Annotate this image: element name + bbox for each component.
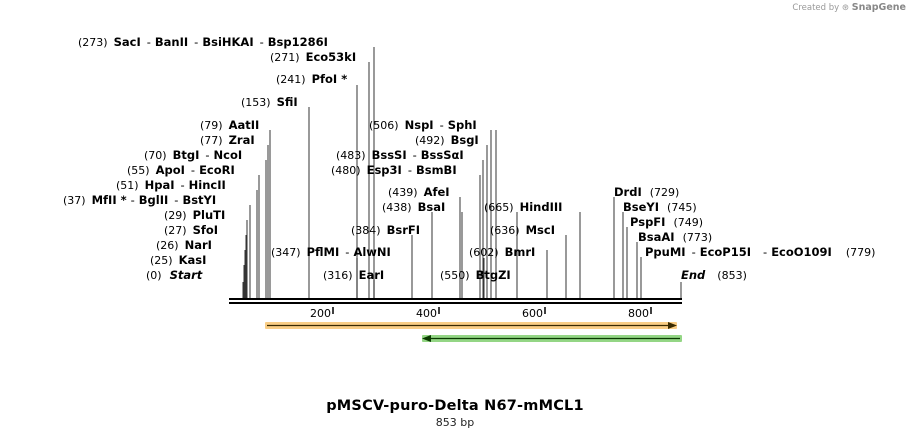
plasmid-linear-map: 200 400 600 800 (273) SacI - BanII - BsiHKAI -… [63, 35, 875, 342]
enzyme-label-apoi[interactable]: (55) ApoI - EcoRI [127, 163, 235, 177]
enzyme-label-zrai[interactable]: (77) ZraI [200, 133, 255, 147]
enzyme-label-kasi[interactable]: (25) KasI [150, 253, 206, 267]
snapgene-watermark: Created by ⊛ SnapGene [792, 2, 906, 13]
enzyme-label-eco53ki[interactable]: (271) Eco53kI [270, 50, 356, 64]
ruler-ticks [332, 307, 652, 314]
enzyme-label-bmri[interactable]: (602) BmrI [469, 245, 535, 259]
enzyme-label-bsgi[interactable]: (492) BsgI [415, 133, 479, 147]
enzyme-label-bsai[interactable]: (438) BsaI [382, 200, 445, 214]
enzyme-label-aatii[interactable]: (79) AatII [200, 118, 259, 132]
enzyme-label-mfii[interactable]: (37) MfII * - BglII - BstYI [63, 193, 216, 207]
enzyme-label-sfoi[interactable]: (27) SfoI [164, 223, 218, 237]
enzyme-label-bseyi[interactable]: BseYI (745) [623, 200, 697, 214]
enzyme-label-bsrfi[interactable]: (384) BsrFI [351, 223, 420, 237]
enzyme-label-msci[interactable]: (636) MscI [490, 223, 555, 237]
enzyme-label-end[interactable]: End (853) [681, 268, 747, 282]
brand-name: SnapGene [851, 2, 906, 13]
enzyme-label-saci[interactable]: (273) SacI - BanII - BsiHKAI - Bsp1286I [78, 35, 328, 49]
brand-prefix: Created by [792, 3, 840, 13]
tick-label-600: 600 [522, 307, 543, 320]
enzyme-label-btgi[interactable]: (70) BtgI - NcoI [144, 148, 242, 162]
enzyme-label-esp3i[interactable]: (480) Esp3I - BsmBI [331, 163, 457, 177]
enzyme-label-drdi[interactable]: DrdI (729) [614, 185, 679, 199]
enzyme-label-ppumi[interactable]: PpuMI - EcoP15I - EcoO109I (779) [645, 245, 875, 259]
arrow-right-icon [668, 322, 677, 329]
enzyme-label-pluti[interactable]: (29) PluTI [164, 208, 225, 222]
enzyme-label-afei[interactable]: (439) AfeI [388, 185, 450, 199]
dna-strand-bottom [229, 302, 682, 304]
tick-label-800: 800 [628, 307, 649, 320]
feature-reverse[interactable] [422, 335, 682, 342]
enzyme-label-pfoi[interactable]: (241) PfoI * [276, 72, 347, 86]
enzyme-label-nspi[interactable]: (506) NspI - SphI [369, 118, 477, 132]
dna-strand-top [229, 298, 682, 300]
enzyme-label-pflmi[interactable]: (347) PflMI - AlwNI [271, 245, 391, 259]
snapgene-logo-icon: ⊛ [841, 3, 850, 13]
enzyme-label-pspfi[interactable]: PspFI (749) [630, 215, 703, 229]
enzyme-label-btgzi[interactable]: (550) BtgZI [440, 268, 511, 282]
enzyme-label-eari[interactable]: (316) EarI [323, 268, 384, 282]
plasmid-size: 853 bp [435, 416, 475, 429]
arrow-left-icon [422, 335, 431, 342]
enzyme-label-bsaai[interactable]: BsaAI (773) [638, 230, 712, 244]
tick-label-400: 400 [416, 307, 437, 320]
enzyme-label-start[interactable]: (0) Start [146, 268, 203, 282]
tick-label-200: 200 [310, 307, 331, 320]
enzyme-label-nari[interactable]: (26) NarI [156, 238, 212, 252]
enzyme-label-hpai[interactable]: (51) HpaI - HincII [116, 178, 226, 192]
enzyme-label-hindiii[interactable]: (665) HindIII [484, 200, 562, 214]
enzyme-label-bsssi[interactable]: (483) BssSI - BssSαI [336, 148, 464, 162]
enzyme-label-sfii[interactable]: (153) SfiI [241, 95, 298, 109]
plasmid-title: pMSCV-puro-Delta N67-mMCL1 [326, 398, 584, 414]
cut-site-lines [242, 47, 682, 298]
feature-forward[interactable] [265, 322, 677, 329]
